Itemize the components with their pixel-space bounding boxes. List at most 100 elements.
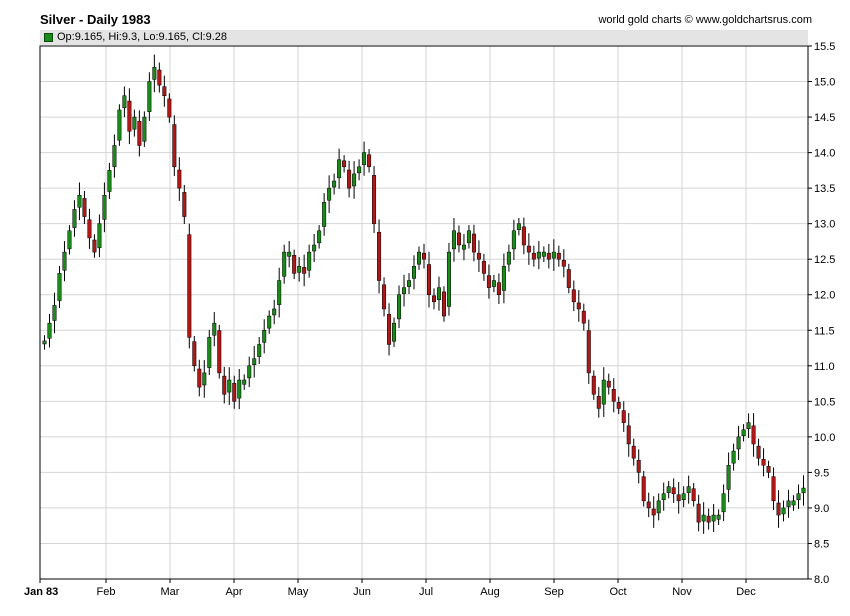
candle-body <box>596 396 601 409</box>
candle-body <box>197 368 202 388</box>
candle-body <box>42 340 47 345</box>
candle-body <box>491 280 496 287</box>
x-tick-label: Aug <box>480 586 500 598</box>
candle-body <box>162 86 167 96</box>
candle-body <box>392 322 397 342</box>
candle-body <box>486 275 491 288</box>
candle-body <box>397 294 402 320</box>
candle-body <box>756 445 761 459</box>
chart-title: Silver - Daily 1983 <box>40 12 151 27</box>
candle-body <box>616 402 621 409</box>
y-tick-label: 12.0 <box>814 290 835 302</box>
candle-body <box>92 239 97 253</box>
candle-body <box>302 267 307 274</box>
candle-body <box>207 337 212 368</box>
candle-body <box>52 305 57 321</box>
candle-body <box>781 507 786 515</box>
candle-body <box>177 169 182 189</box>
candle-body <box>721 493 726 513</box>
candle-body <box>456 232 461 246</box>
candle-layer <box>42 54 806 534</box>
candle-body <box>481 261 486 274</box>
candle-body <box>466 230 471 244</box>
candle-body <box>222 375 227 395</box>
candle-body <box>47 322 52 339</box>
ohlc-legend-bar: Op:9.165, Hi:9.3, Lo:9.165, Cl:9.28 <box>40 30 808 45</box>
candle-body <box>212 322 217 336</box>
y-tick-label: 12.5 <box>814 254 835 266</box>
candle-body <box>496 282 501 295</box>
candle-body <box>147 81 152 112</box>
candle-body <box>801 487 806 494</box>
x-tick-label: Sep <box>544 586 564 598</box>
y-tick-label: 9.5 <box>814 467 829 479</box>
y-tick-label: 13.5 <box>814 183 835 195</box>
ohlc-legend-text: Op:9.165, Hi:9.3, Lo:9.165, Cl:9.28 <box>57 31 228 43</box>
candle-body <box>551 251 556 259</box>
candle-body <box>97 223 102 249</box>
candle-body <box>262 330 267 343</box>
plot-frame <box>39 45 809 580</box>
candle-body <box>142 116 147 142</box>
candle-body <box>446 251 451 307</box>
candle-body <box>247 365 252 379</box>
y-tick-label: 10.0 <box>814 432 835 444</box>
x-tick-label: Nov <box>672 586 692 598</box>
candle-body <box>182 192 187 217</box>
legend-swatch-icon <box>44 33 53 42</box>
candle-body <box>382 284 387 310</box>
candle-body <box>771 476 776 502</box>
candle-body <box>606 380 611 388</box>
candle-body <box>347 169 352 189</box>
candle-body <box>272 308 277 316</box>
x-tick-label: Jan 83 <box>24 586 58 598</box>
candle-body <box>566 269 571 288</box>
candle-body <box>422 252 426 260</box>
candle-body <box>726 465 731 490</box>
candle-body <box>521 226 526 246</box>
x-tick-label: May <box>288 586 309 598</box>
candle-body <box>252 358 257 365</box>
candle-body <box>516 223 521 230</box>
candle-body <box>691 488 696 502</box>
candle-body <box>122 95 127 109</box>
candle-body <box>586 330 591 374</box>
candle-body <box>766 466 771 473</box>
candle-body <box>666 486 671 493</box>
candle-body <box>701 514 706 522</box>
candle-body <box>312 244 317 252</box>
candle-body <box>631 445 636 459</box>
candle-body <box>641 476 646 502</box>
candle-body <box>731 450 736 464</box>
y-tick-label: 11.0 <box>814 361 835 373</box>
candle-body <box>267 315 272 329</box>
candle-body <box>526 245 531 253</box>
candle-body <box>716 514 721 520</box>
candle-body <box>187 234 192 338</box>
candle-body <box>372 175 377 224</box>
candle-body <box>257 344 262 357</box>
candle-body <box>172 124 177 168</box>
y-tick-label: 14.0 <box>814 148 835 160</box>
candle-body <box>277 280 282 305</box>
candle-body <box>357 166 362 174</box>
candle-body <box>441 291 446 317</box>
y-tick-label: 10.5 <box>814 396 835 408</box>
y-tick-label: 15.5 <box>814 41 835 53</box>
candle-body <box>102 194 107 220</box>
candle-body <box>591 375 596 395</box>
candle-body <box>536 251 541 259</box>
candle-body <box>656 500 661 514</box>
candle-body <box>292 255 297 274</box>
candle-body <box>476 252 481 260</box>
candle-body <box>287 251 292 257</box>
candle-body <box>611 389 616 402</box>
candle-body <box>62 251 67 271</box>
candle-body <box>72 209 77 228</box>
candle-body <box>556 252 561 260</box>
candle-body <box>402 287 407 294</box>
candle-body <box>506 251 511 265</box>
candle-body <box>711 514 716 522</box>
candle-body <box>202 372 207 386</box>
